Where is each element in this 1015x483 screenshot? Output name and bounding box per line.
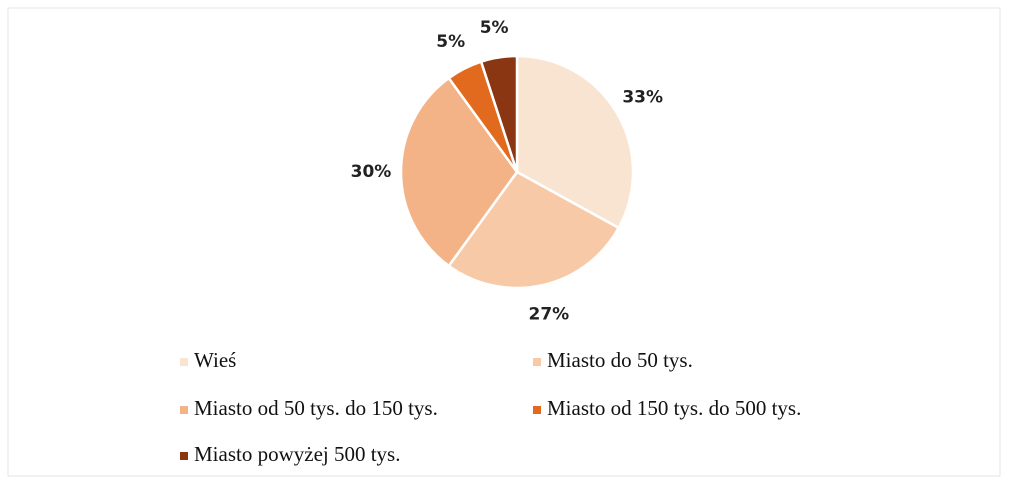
data-label: 33% <box>622 88 663 108</box>
legend-marker <box>533 406 541 414</box>
legend-label: Miasto do 50 tys. <box>547 348 693 372</box>
legend-marker <box>180 452 188 460</box>
pie-slice <box>479 54 519 173</box>
legend-marker <box>180 358 188 366</box>
legend-marker <box>180 406 188 414</box>
data-label: 30% <box>351 162 392 182</box>
legend-label: Miasto od 150 tys. do 500 tys. <box>547 396 801 420</box>
data-label: 27% <box>528 304 569 324</box>
legend-marker <box>533 358 541 366</box>
pie-slice <box>515 54 635 230</box>
legend-label: Miasto od 50 tys. do 150 tys. <box>194 396 438 420</box>
data-label: 5% <box>480 18 509 38</box>
data-label: 5% <box>436 32 465 52</box>
legend-label: Wieś <box>194 348 236 372</box>
pie-slice <box>447 170 621 290</box>
pie-slice <box>399 76 519 268</box>
legend-label: Miasto powyżej 500 tys. <box>194 442 400 466</box>
